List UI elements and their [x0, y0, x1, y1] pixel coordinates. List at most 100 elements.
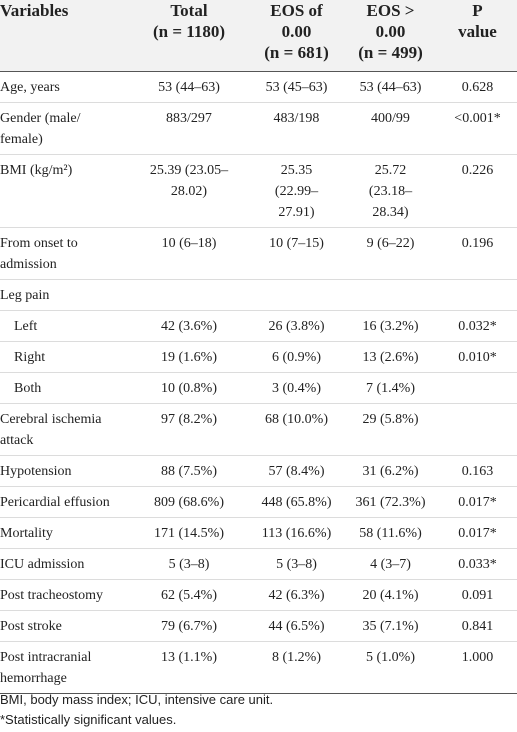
cell-p-value	[438, 372, 517, 404]
cell-eos-positive: 20 (4.1%)	[343, 579, 438, 611]
cell-p-value: 0.032*	[438, 310, 517, 342]
cell-line: 58 (11.6%)	[359, 526, 422, 541]
cell-line: 25.72	[374, 163, 407, 178]
cell-line: 0.628	[461, 80, 494, 95]
table-row: Post tracheostomy 62 (5.4%) 42 (6.3%) 20 (4…	[0, 579, 517, 611]
cell-line: Both	[14, 381, 42, 396]
cell-line: Gender (male/	[0, 111, 81, 126]
cell-line: 68 (10.0%)	[265, 412, 328, 427]
cell-line: 448 (65.8%)	[261, 495, 332, 510]
cell-total	[128, 279, 250, 311]
cell-line: 13 (2.6%)	[362, 350, 419, 365]
cell-total: 5 (3–8)	[128, 548, 250, 580]
row-label: Right	[0, 341, 128, 373]
table-row: Gender (male/female) 883/297 483/198 400/99…	[0, 102, 517, 155]
cell-total: 88 (7.5%)	[128, 455, 250, 487]
footnote-abbreviations: BMI, body mass index; ICU, intensive car…	[0, 692, 274, 707]
row-label: Cerebral ischemia attack	[0, 403, 128, 456]
cell-line: 0.196	[461, 236, 494, 251]
cell-p-value: <0.001*	[438, 102, 517, 155]
cell-line: 29 (5.8%)	[362, 412, 419, 427]
row-label: Post tracheostomy	[0, 579, 128, 611]
header-line: 0.00	[375, 22, 406, 41]
cell-line: 53 (44–63)	[359, 80, 422, 95]
cell-line: 16 (3.2%)	[362, 319, 419, 334]
header-line: (n = 499)	[358, 43, 423, 62]
table-row: Left 42 (3.6%) 26 (3.8%) 16 (3.2%) 0.032*	[0, 310, 517, 342]
cell-line: 13 (1.1%)	[161, 650, 217, 665]
cell-total: 883/297	[128, 102, 250, 155]
cell-line: 28.34)	[372, 205, 409, 220]
cell-line: 0.033*	[458, 557, 497, 572]
table-row: From onset to admission 10 (6–18) 10 (7–15)…	[0, 227, 517, 280]
cell-line: 27.91)	[278, 205, 315, 220]
cell-p-value: 1.000	[438, 641, 517, 694]
cell-line: BMI (kg/m²)	[0, 163, 73, 178]
cell-line: 0.032*	[458, 319, 497, 334]
cell-line: 6 (0.9%)	[272, 350, 321, 365]
cell-line: 0.017*	[458, 526, 497, 541]
cell-line: (22.99–	[274, 184, 319, 199]
cell-line: 0.091	[461, 588, 494, 603]
row-label: Post intracranial hemorrhage	[0, 641, 128, 694]
cell-p-value: 0.841	[438, 610, 517, 642]
cell-eos-positive: 7 (1.4%)	[343, 372, 438, 404]
cell-total: 42 (3.6%)	[128, 310, 250, 342]
cell-p-value: 0.091	[438, 579, 517, 611]
cell-line: 0.163	[461, 464, 494, 479]
cell-p-value: 0.196	[438, 227, 517, 280]
cell-line: 8 (1.2%)	[272, 650, 321, 665]
cell-eos-zero: 6 (0.9%)	[250, 341, 343, 373]
table-row: ICU admission 5 (3–8) 5 (3–8) 4 (3–7) 0.033*	[0, 548, 517, 580]
cell-eos-zero: 26 (3.8%)	[250, 310, 343, 342]
header-line: P	[472, 1, 483, 20]
cell-total: 62 (5.4%)	[128, 579, 250, 611]
cell-eos-positive: 9 (6–22)	[343, 227, 438, 280]
cell-line: 10 (0.8%)	[161, 381, 217, 396]
cell-line: Post stroke	[0, 619, 62, 634]
header-row: Variables Total (n = 1180) EOS of 0.00 (n = 6…	[0, 0, 517, 72]
row-label: Left	[0, 310, 128, 342]
table-row: Hypotension 88 (7.5%) 57 (8.4%) 31 (6.2%) 0.…	[0, 455, 517, 487]
cell-p-value	[438, 403, 517, 456]
cell-line: 7 (1.4%)	[366, 381, 415, 396]
cell-line: 809 (68.6%)	[154, 495, 224, 510]
cell-eos-zero: 5 (3–8)	[250, 548, 343, 580]
table-row: Post intracranial hemorrhage 13 (1.1%) 8 (1…	[0, 641, 517, 694]
table-footnotes: BMI, body mass index; ICU, intensive car…	[0, 690, 517, 730]
table-body: Age, years 53 (44–63) 53 (45–63) 53 (44–63)…	[0, 71, 517, 694]
cell-line: ICU admission	[0, 557, 85, 572]
cell-line: From onset to	[0, 236, 78, 251]
header-total: Total (n = 1180)	[128, 0, 250, 72]
row-label: Post stroke	[0, 610, 128, 642]
cell-total: 97 (8.2%)	[128, 403, 250, 456]
row-label: Hypotension	[0, 455, 128, 487]
cell-total: 79 (6.7%)	[128, 610, 250, 642]
cell-line: Right	[14, 350, 46, 365]
cell-line: Left	[14, 319, 38, 334]
cell-line: Pericardial effusion	[0, 495, 110, 510]
cell-line: female)	[0, 132, 43, 147]
cell-line: 28.02)	[170, 184, 208, 199]
header-line: Total	[170, 1, 208, 20]
cell-eos-zero: 57 (8.4%)	[250, 455, 343, 487]
data-table: Variables Total (n = 1180) EOS of 0.00 (n = 6…	[0, 0, 517, 694]
cell-line: 42 (6.3%)	[268, 588, 325, 603]
cell-eos-positive	[343, 279, 438, 311]
row-label: Both	[0, 372, 128, 404]
cell-line: 44 (6.5%)	[268, 619, 325, 634]
cell-line: 171 (14.5%)	[154, 526, 224, 541]
cell-line: Leg pain	[0, 288, 50, 303]
cell-eos-zero: 42 (6.3%)	[250, 579, 343, 611]
header-variables: Variables	[0, 0, 128, 72]
cell-total: 19 (1.6%)	[128, 341, 250, 373]
header-line: EOS >	[366, 1, 415, 20]
cell-line: 25.39 (23.05–	[149, 163, 229, 178]
cell-p-value: 0.628	[438, 71, 517, 103]
row-label: ICU admission	[0, 548, 128, 580]
header-eos-positive: EOS > 0.00 (n = 499)	[343, 0, 438, 72]
cell-line: 10 (7–15)	[269, 236, 324, 251]
cell-line: Cerebral ischemia	[0, 412, 102, 427]
cell-eos-zero: 3 (0.4%)	[250, 372, 343, 404]
